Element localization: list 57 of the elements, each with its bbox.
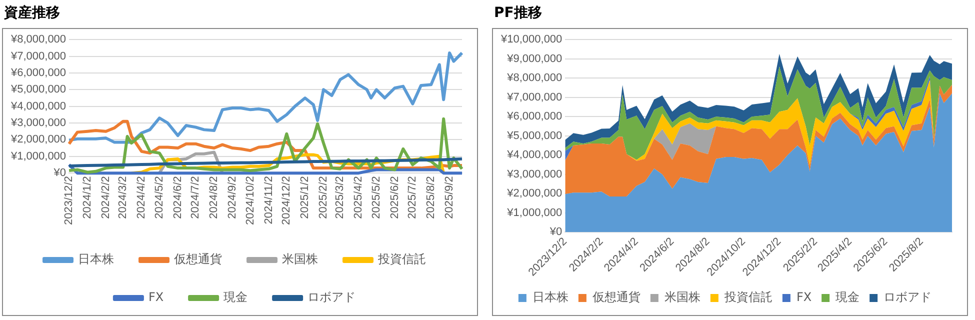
legend-label: 投資信託 [377, 252, 426, 266]
y-tick-label: ¥2,000,000 [506, 188, 562, 200]
y-tick-label: ¥6,000,000 [10, 66, 66, 79]
legend-label: FX [148, 290, 164, 304]
legend-label: ロボアド [884, 290, 932, 304]
chart-title: 資産推移 [4, 4, 60, 22]
y-tick-label: ¥3,000,000 [506, 168, 562, 180]
legend-label: ロボアド [308, 290, 356, 304]
x-tick-label: 2025/3/2 [334, 176, 346, 219]
y-tick-label: ¥1,000,000 [506, 206, 562, 219]
legend-label: 米国株 [664, 290, 700, 304]
y-tick-label: ¥5,000,000 [506, 130, 562, 142]
x-tick-label: 2025/6/2 [388, 176, 401, 219]
y-tick-label: ¥10,000,000 [500, 34, 562, 46]
x-tick-label: 2024/3/2 [117, 176, 130, 219]
x-tick-label: 2024/1/2 [82, 176, 94, 219]
legend-label: 仮想通貨 [173, 252, 222, 266]
chart-title: PF推移 [494, 4, 542, 22]
y-tick-label: ¥1,000,000 [10, 150, 66, 162]
legend-label: 日本株 [532, 290, 568, 304]
x-tick-label: 2024/9/2 [226, 176, 239, 219]
x-tick-label: 2024/11/2 [262, 176, 275, 224]
y-tick-label: ¥8,000,000 [506, 72, 562, 84]
x-tick-label: 2023/12/2 [63, 176, 76, 225]
y-tick-label: ¥9,000,000 [506, 52, 562, 65]
legend-label: 現金 [836, 290, 860, 304]
x-tick-label: 2024/10/2 [244, 176, 256, 225]
legend-label: 投資信託 [723, 290, 772, 304]
x-tick-label: 2025/8/2 [425, 176, 438, 219]
x-tick-label: 2024/6/2 [172, 176, 184, 219]
legend-label: 日本株 [78, 252, 114, 266]
y-tick-label: ¥7,000,000 [10, 50, 66, 62]
x-tick-label: 2024/8/2 [208, 176, 220, 219]
y-tick-label: ¥3,000,000 [10, 117, 66, 130]
x-tick-label: 2025/4/2 [352, 176, 365, 219]
x-tick-label: 2024/12/2 [280, 176, 293, 225]
legend-label: 仮想通貨 [591, 290, 640, 304]
x-tick-label: 2025/7/2 [406, 176, 419, 219]
y-tick-label: ¥4,000,000 [506, 149, 562, 162]
x-tick-label: 2024/4/2 [136, 176, 148, 219]
y-tick-label: ¥5,000,000 [10, 84, 66, 96]
y-tick-label: ¥6,000,000 [506, 110, 562, 123]
x-tick-label: 2024/2/2 [100, 176, 112, 219]
x-tick-label: 2024/5/2 [153, 176, 166, 219]
x-tick-label: 2024/7/2 [190, 176, 202, 219]
x-tick-label: 2025/2/2 [318, 176, 330, 219]
y-tick-label: ¥2,000,000 [10, 134, 66, 146]
y-tick-label: ¥0 [548, 226, 562, 238]
y-tick-label: ¥8,000,000 [10, 34, 66, 46]
legend-label: FX [796, 290, 812, 304]
x-tick-label: 2025/5/2 [370, 176, 382, 219]
y-tick-label: ¥4,000,000 [10, 100, 66, 112]
x-tick-label: 2025/9/2 [444, 176, 456, 219]
legend-label: 現金 [224, 290, 248, 304]
x-tick-label: 2025/1/2 [299, 176, 312, 219]
legend-label: 米国株 [282, 252, 318, 266]
y-tick-label: ¥7,000,000 [506, 91, 562, 104]
